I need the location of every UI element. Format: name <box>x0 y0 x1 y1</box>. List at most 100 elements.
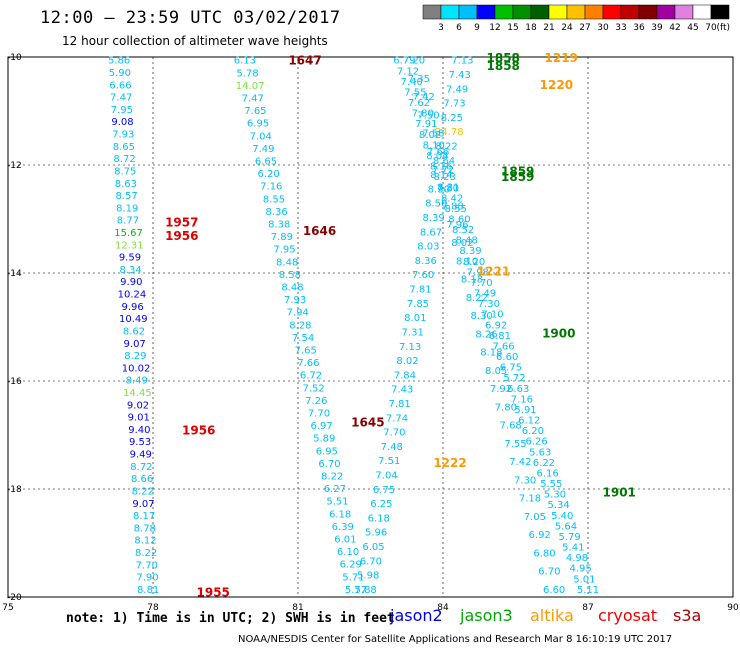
wave-height-value: 9.02 <box>127 400 149 411</box>
wave-height-value: 5.79 <box>559 532 581 543</box>
wave-height-value: 7.80 <box>495 402 517 413</box>
colorbar-swatch <box>422 4 442 20</box>
wave-height-value: 7.84 <box>394 370 416 381</box>
lat-tick-label: -14 <box>7 269 22 279</box>
legend-altika: altika <box>530 606 574 625</box>
lon-tick-label: 78 <box>147 603 159 613</box>
wave-height-value: 8.57 <box>115 191 137 202</box>
wave-height-value: 7.54 <box>292 333 314 344</box>
wave-height-value: 7.52 <box>303 383 325 394</box>
wave-height-value: 7.80 <box>412 109 434 120</box>
wave-height-value: 8.62 <box>123 326 145 337</box>
time-label: 1858 <box>487 51 520 65</box>
wave-height-value: 7.72 <box>432 165 454 176</box>
colorbar-label: 45 <box>687 23 698 33</box>
wave-height-value: 8.81 <box>137 585 159 596</box>
wave-height-value: 5.86 <box>108 56 130 67</box>
wave-height-value: 8.01 <box>404 313 426 324</box>
wave-height-value: 6.16 <box>536 468 558 479</box>
colorbar-label: 15 <box>507 23 518 33</box>
wave-height-value: 8.36 <box>265 207 287 218</box>
wave-height-value: 8.72 <box>130 462 152 473</box>
colorbar-swatch <box>494 4 514 20</box>
wave-height-value: 6.25 <box>370 499 392 510</box>
wave-height-value: 8.22 <box>132 486 154 497</box>
wave-height-value: 8.25 <box>441 113 463 124</box>
wave-height-value: 7.58 <box>422 129 444 140</box>
time-label: 1219 <box>545 51 578 65</box>
wave-height-value: 6.60 <box>543 585 565 596</box>
wave-height-value: 8.55 <box>445 204 467 215</box>
footer-credit: NOAA/NESDIS Center for Satellite Applica… <box>238 634 673 645</box>
wave-height-value: 7.66 <box>492 341 514 352</box>
wave-height-value: 9.53 <box>129 437 151 448</box>
wave-height-value: 7.85 <box>407 299 429 310</box>
wave-height-value: 7.13 <box>451 56 473 67</box>
wave-height-value: 4.95 <box>570 564 592 575</box>
wave-height-value: 8.78 <box>134 523 156 534</box>
wave-height-value: 9.08 <box>111 117 133 128</box>
map-axes: 75 78 81 84 87 90 -10 -12 -14 -16 -18 -20 <box>2 53 739 613</box>
wave-height-value: 7.30 <box>514 475 536 486</box>
lon-tick-label: 84 <box>437 603 449 613</box>
track-altika: 7.13 7.43 7.49 7.73 8.25 24.78 8.22 8.64 8.14 8.3… <box>355 56 474 596</box>
colorbar-label: 12 <box>489 23 500 33</box>
wave-height-value: 6.20 <box>522 426 544 437</box>
wave-height-value: 6.92 <box>485 320 507 331</box>
time-label: 1956 <box>182 424 215 438</box>
legend-jason2: jason2 <box>390 606 443 625</box>
wave-height-value: 7.18 <box>519 494 541 505</box>
wave-height-value: 6.92 <box>529 530 551 541</box>
time-label: 1645 <box>351 416 384 430</box>
colorbar-label: 39 <box>651 23 663 33</box>
note-text: note: 1) Time is in UTC; 2) SWH is in fe… <box>66 611 395 626</box>
wave-height-value: 7.49 <box>446 84 468 95</box>
wave-height-value: 7.65 <box>244 106 266 117</box>
wave-height-value: 6.60 <box>496 352 518 363</box>
wave-height-value: 7.80 <box>437 183 459 194</box>
wave-height-value: 7.51 <box>378 456 400 467</box>
wave-height-value: 7.93 <box>284 295 306 306</box>
wave-height-value: 8.17 <box>133 511 155 522</box>
time-label: 1647 <box>288 54 321 68</box>
wave-height-value: 7.42 <box>413 92 435 103</box>
wave-height-value: 8.48 <box>281 283 303 294</box>
wave-height-value: 5.30 <box>544 490 566 501</box>
wave-height-value: 7.30 <box>478 299 500 310</box>
wave-height-value: 9.49 <box>130 450 152 461</box>
time-label: 1646 <box>303 224 336 238</box>
lat-tick-label: -20 <box>7 593 22 603</box>
wave-height-value: 8.52 <box>452 225 474 236</box>
wave-height-value: 4.98 <box>566 553 588 564</box>
wave-height-value: 7.81 <box>388 399 410 410</box>
wave-height-value: 6.70 <box>318 459 340 470</box>
wave-height-value: 8.22 <box>436 142 458 153</box>
wave-height-value: 6.75 <box>373 485 395 496</box>
wave-height-value: 9.07 <box>124 339 146 350</box>
wave-height-value: 6.97 <box>310 421 332 432</box>
wave-height-value: 6.95 <box>316 446 338 457</box>
wave-height-value: 7.50 <box>417 110 439 121</box>
wave-height-value: 7.10 <box>481 310 503 321</box>
wave-height-value: 7.68 <box>500 421 522 432</box>
colorbar-unit: (ft) <box>716 23 730 33</box>
wave-height-value: 7.12 <box>397 66 419 77</box>
time-label: 1221 <box>477 264 510 278</box>
wave-height-value: 8.23 <box>434 172 456 183</box>
wave-height-value: 5.71 <box>342 572 364 583</box>
colorbar-label: 27 <box>579 23 590 33</box>
wave-height-value: 7.16 <box>511 394 533 405</box>
wave-height-value: 8.04 <box>426 151 448 162</box>
wave-height-value: 8.39 <box>422 213 444 224</box>
wave-height-value: 7.96 <box>446 220 468 231</box>
wave-height-value: 7.90 <box>136 573 158 584</box>
wave-height-value: 9.40 <box>128 425 150 436</box>
wave-height-value: 5.34 <box>547 500 569 511</box>
lat-tick-label: -10 <box>7 53 22 63</box>
wave-height-value: 5.72 <box>503 373 525 384</box>
wave-height-value: 6.65 <box>255 157 277 168</box>
map-grid <box>8 57 733 597</box>
lon-tick-label: 90 <box>727 603 739 613</box>
wave-height-value: 7.89 <box>271 232 293 243</box>
wave-height-value: 7.04 <box>375 470 397 481</box>
